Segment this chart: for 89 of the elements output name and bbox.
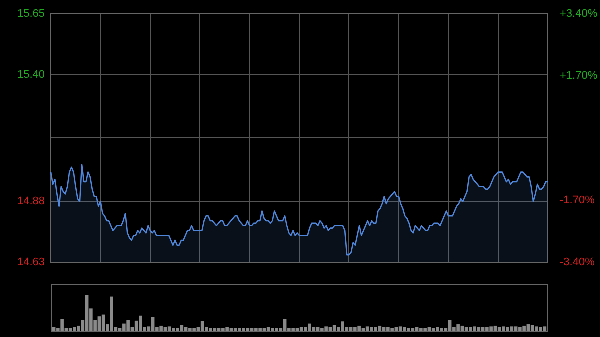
y-tick-label: 14.63 [17,256,45,268]
bar [543,326,547,331]
bar [522,326,526,331]
bar [226,327,229,331]
bar [85,295,89,331]
bar [160,326,163,331]
bar [262,328,266,331]
bar [354,327,357,331]
bar [436,327,440,331]
bar [238,328,242,331]
bar [494,326,498,331]
bar [386,327,390,331]
y2-tick-label: -3.40% [560,256,596,268]
bar [139,316,142,331]
bar [180,325,184,331]
bar [398,326,402,331]
bar [118,328,122,331]
bar [209,328,212,331]
bar [234,328,238,331]
bar [283,319,287,331]
y-tick-label: 15.65 [17,8,45,20]
bar [403,327,406,331]
y-tick-label: 15.40 [17,68,45,81]
bar [213,328,217,331]
bar [102,314,106,331]
bar [217,328,221,331]
bar [341,322,344,331]
y2-tick-label: +3.40% [560,8,598,20]
bar [407,328,410,331]
bar [424,328,427,331]
bar [539,327,542,331]
bar [68,328,72,331]
bar [188,328,192,331]
bar [324,326,328,331]
bar [510,326,514,331]
bar [506,327,510,331]
bar [308,324,312,331]
bar [168,326,172,331]
bar [332,325,336,331]
y-tick-label: 14.88 [17,196,45,208]
bar [246,328,250,331]
bar [362,328,366,331]
bar [460,326,464,331]
bar [358,326,361,331]
bar [275,328,278,331]
bar [172,328,176,331]
bar [535,326,538,331]
bar [258,328,262,331]
bar [254,328,258,331]
bar [60,319,64,331]
bar [366,326,370,331]
bar [192,328,196,331]
bar [320,328,324,331]
bar [526,324,530,331]
bar [448,320,452,331]
bar [469,327,472,331]
bar [473,326,476,331]
bar [110,296,114,331]
bar [374,327,378,331]
bar [440,328,444,331]
bar [502,326,506,331]
bar [486,327,489,331]
bar [411,328,415,331]
bar [271,328,274,331]
bar [222,328,225,331]
bar [126,320,130,331]
bar [98,316,102,331]
bar [456,324,460,331]
bar [304,327,308,331]
bar [378,326,382,331]
bar [390,328,394,331]
bar [518,327,522,331]
bar [420,328,423,331]
bar [292,328,295,331]
bar [490,326,493,331]
bar [122,324,126,331]
bar [151,317,155,331]
bar [176,328,180,331]
y2-tick-label: -1.70% [560,194,596,206]
bar [530,325,534,331]
bar [296,328,300,331]
bar [370,327,374,331]
bar [242,328,246,331]
y2-tick-label: +1.70% [560,70,598,82]
bar [432,328,436,331]
bar [230,328,234,331]
bar [73,327,76,331]
bar [250,328,254,331]
bar [514,326,518,331]
